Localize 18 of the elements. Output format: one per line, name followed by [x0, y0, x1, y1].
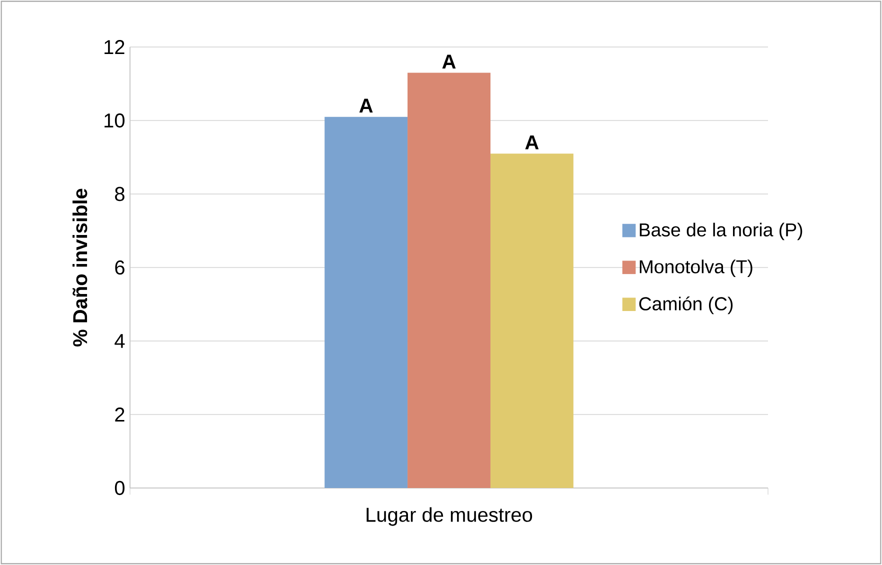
y-tick-label: 0: [114, 480, 124, 496]
legend-label: Camión (C): [639, 296, 733, 314]
y-tick-label: 4: [114, 334, 125, 348]
bar: [490, 154, 574, 488]
y-axis-title: % Daño invisible: [72, 188, 88, 346]
y-tick-label: 10: [104, 113, 124, 128]
legend-label: Monotolva (T): [640, 260, 752, 278]
annotation: A: [442, 54, 456, 68]
legend-label: Base de la noria (P): [640, 222, 802, 240]
x-axis-title: Lugar de muestreo: [366, 507, 532, 526]
bar: [324, 116, 408, 488]
y-tick-label: 12: [104, 40, 124, 54]
y-tick-label: 6: [115, 260, 124, 275]
annotation: A: [359, 98, 373, 113]
annotation: A: [525, 136, 539, 150]
y-tick-label: 2: [115, 408, 124, 422]
bar: [408, 72, 490, 488]
y-tick-label: 8: [115, 186, 124, 202]
